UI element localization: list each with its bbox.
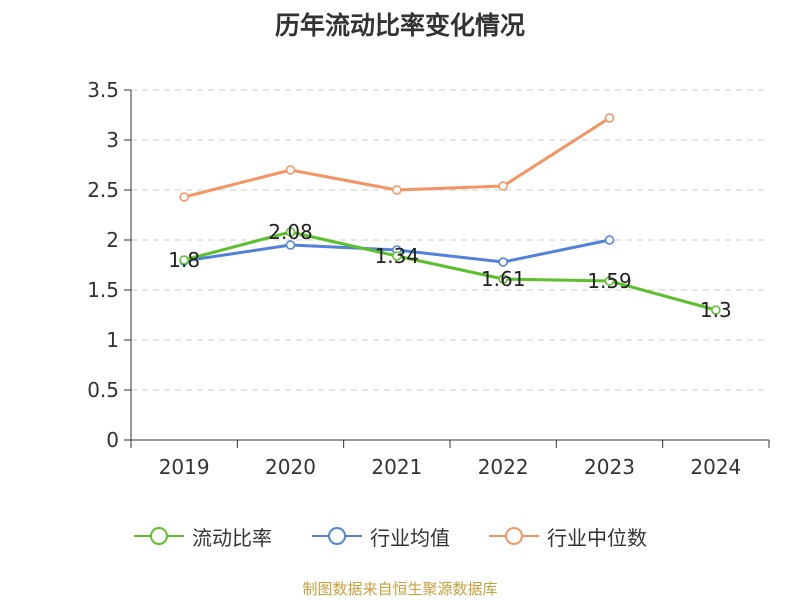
data-point — [392, 251, 402, 261]
x-tick-label: 2020 — [265, 455, 316, 479]
x-tick-label: 2024 — [690, 455, 741, 479]
legend-label-industry-mean: 行业均值 — [370, 525, 450, 550]
data-point — [604, 235, 615, 245]
data-point — [498, 274, 508, 284]
legend-item-industry-mean[interactable]: 行业均值 — [312, 519, 450, 553]
legend-label-current-ratio: 流动比率 — [192, 525, 272, 550]
y-tick-label: 3 — [106, 128, 119, 152]
data-point — [498, 181, 508, 191]
y-tick-label: 2 — [106, 228, 119, 252]
legend-item-current-ratio[interactable]: 流动比率 — [134, 519, 272, 553]
legend-item-industry-median[interactable]: 行业中位数 — [489, 519, 647, 553]
data-point — [285, 227, 296, 237]
data-point — [179, 255, 189, 265]
data-point — [179, 192, 189, 202]
legend: 流动比率 行业均值 行业中位数 — [0, 519, 800, 553]
data-label: 1.34 — [375, 244, 420, 268]
x-tick-label: 2021 — [371, 455, 422, 479]
data-label: 1.59 — [587, 269, 632, 293]
data-point — [711, 305, 721, 315]
data-label: 1.8 — [168, 248, 200, 272]
legend-marker-current-ratio — [134, 527, 184, 545]
data-labels: 1.8 2.08 1.34 1.61 1.59 1.3 — [168, 220, 731, 322]
data-label: 2.08 — [268, 220, 313, 244]
legend-marker-industry-median — [489, 527, 539, 545]
grid-lines — [131, 89, 769, 391]
y-tick-label: 0.5 — [87, 378, 119, 402]
data-label: 1.61 — [481, 267, 526, 291]
x-tick-label: 2023 — [584, 455, 635, 479]
data-point — [604, 113, 615, 123]
data-point — [285, 165, 296, 175]
series-lines — [179, 113, 721, 315]
data-point — [604, 276, 615, 286]
data-point — [498, 257, 508, 267]
data-point — [392, 185, 402, 195]
source-note: 制图数据来自恒生聚源数据库 — [302, 580, 498, 598]
series-line — [182, 116, 611, 199]
y-tick-label: 2.5 — [87, 178, 119, 202]
y-tick-label: 3.5 — [87, 78, 119, 102]
x-tick-label: 2022 — [478, 455, 529, 479]
y-tick-label: 0 — [106, 428, 119, 452]
y-tick-label: 1 — [106, 328, 119, 352]
legend-marker-industry-mean — [312, 527, 362, 545]
data-point — [285, 240, 296, 250]
y-tick-label: 1.5 — [87, 278, 119, 302]
data-label: 1.3 — [700, 298, 732, 322]
chart-title: 历年流动比率变化情况 — [274, 11, 525, 40]
x-tick-label: 2019 — [159, 455, 210, 479]
legend-label-industry-median: 行业中位数 — [547, 525, 647, 550]
axes: 0 0.5 1 1.5 2 2.5 3 3.5 2019 2020 2021 2022 2023 2024 — [87, 78, 770, 479]
series-line — [182, 230, 718, 312]
